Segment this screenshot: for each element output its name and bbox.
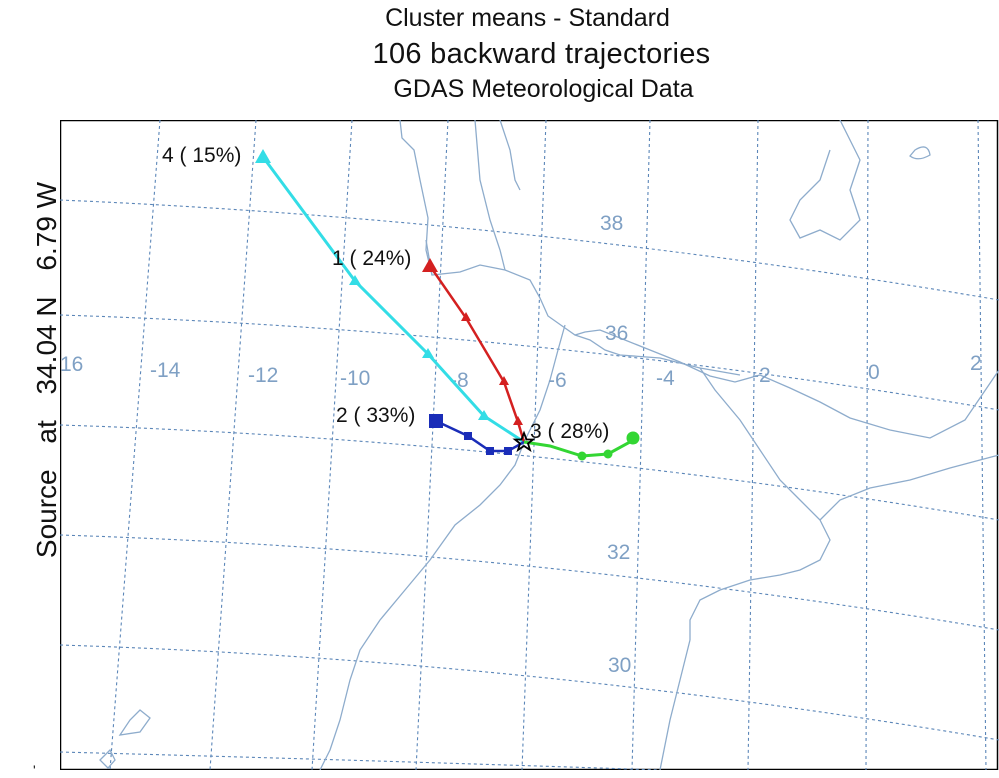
lon-gridline-14 xyxy=(109,119,161,771)
cluster-3-label: 3 ( 28%) xyxy=(530,420,609,443)
cluster-2-label: 2 ( 33%) xyxy=(336,404,415,427)
lat-gridline-36 xyxy=(59,314,999,411)
island xyxy=(909,146,931,160)
cluster-4-label: 4 ( 15%) xyxy=(162,144,241,167)
cluster-4-trajectory: 4 ( 15%) xyxy=(162,144,525,444)
lon-gridline-4 xyxy=(631,119,651,771)
axis-tick-mark: ' xyxy=(33,762,36,778)
cluster-3-end-marker xyxy=(626,431,640,445)
title-line-3: GDAS Meteorological Data xyxy=(393,75,694,103)
title-line-2: 106 backward trajectories xyxy=(372,38,711,70)
lat-gridline-34 xyxy=(59,424,999,521)
lat-label: 36 xyxy=(605,322,628,345)
lon-gridline-2 xyxy=(747,119,759,771)
lat-gridline-28 xyxy=(59,751,661,771)
title-line-1: Cluster means - Standard xyxy=(385,4,670,32)
canary-island-2 xyxy=(99,748,116,769)
source-star-icon xyxy=(512,430,536,453)
lat-label: 30 xyxy=(608,654,631,677)
lon-label: 2 xyxy=(970,352,982,375)
latitude-labels: 38 36 32 30 xyxy=(600,212,631,677)
trajectory-map: 16 -14 -12 -10 -8 -6 -4 -2 0 2 38 36 32 … xyxy=(59,119,999,771)
lon-gridline-8 xyxy=(415,119,449,771)
lon-label: 0 xyxy=(868,361,880,384)
spain-east-coast xyxy=(789,119,861,241)
source-word: Source xyxy=(31,469,62,559)
longitude-labels: 16 -14 -12 -10 -8 -6 -4 -2 0 2 xyxy=(60,352,982,392)
lon-label: -10 xyxy=(340,367,370,390)
cluster-2-markers xyxy=(464,432,512,455)
cluster-2-end-marker xyxy=(429,414,443,428)
source-lat: 34.04 N xyxy=(31,296,62,395)
canary-island-1 xyxy=(118,709,151,736)
lon-gridline-0 xyxy=(865,119,869,771)
lon-label: -12 xyxy=(248,364,278,387)
lat-label: 32 xyxy=(607,541,630,564)
longitude-gridlines xyxy=(109,119,987,771)
morocco-coastline xyxy=(319,324,566,771)
source-location-label: Source at 34.04 N 6.79 W xyxy=(31,173,63,567)
algeria-morocco-border xyxy=(689,367,831,640)
lat-label: 38 xyxy=(600,212,623,235)
cluster-3-marker xyxy=(603,449,613,459)
source-lon: 6.79 W xyxy=(31,181,62,271)
at-word: at xyxy=(31,420,62,444)
lat-gridline-30 xyxy=(59,644,999,741)
portugal-spain-border xyxy=(474,119,506,271)
lon-gridline-12 xyxy=(209,119,257,771)
lon-label: -2 xyxy=(752,364,771,387)
cluster-1-label: 1 ( 24%) xyxy=(332,247,411,270)
south-border xyxy=(659,639,691,771)
spain-north-border xyxy=(499,119,521,191)
cluster-4-end-marker xyxy=(255,149,271,163)
map-panel: 16 -14 -12 -10 -8 -6 -4 -2 0 2 38 36 32 … xyxy=(59,119,999,771)
cluster-1-trajectory: 1 ( 24%) xyxy=(332,247,526,443)
lon-label: -8 xyxy=(450,369,469,392)
cluster-3-marker xyxy=(577,451,587,461)
cluster-2-trajectory: 2 ( 33%) xyxy=(336,404,525,455)
lon-label: -14 xyxy=(150,359,181,382)
cluster-3-trajectory: 3 ( 28%) xyxy=(523,420,640,461)
cluster-1-end-marker xyxy=(422,258,438,272)
lon-label: -6 xyxy=(548,369,567,392)
lon-gridline-plus2 xyxy=(977,119,987,771)
lon-gridline-10 xyxy=(311,119,353,771)
lon-label: -4 xyxy=(656,367,675,390)
lon-label: 16 xyxy=(60,353,83,376)
algeria-coastline xyxy=(819,454,999,521)
